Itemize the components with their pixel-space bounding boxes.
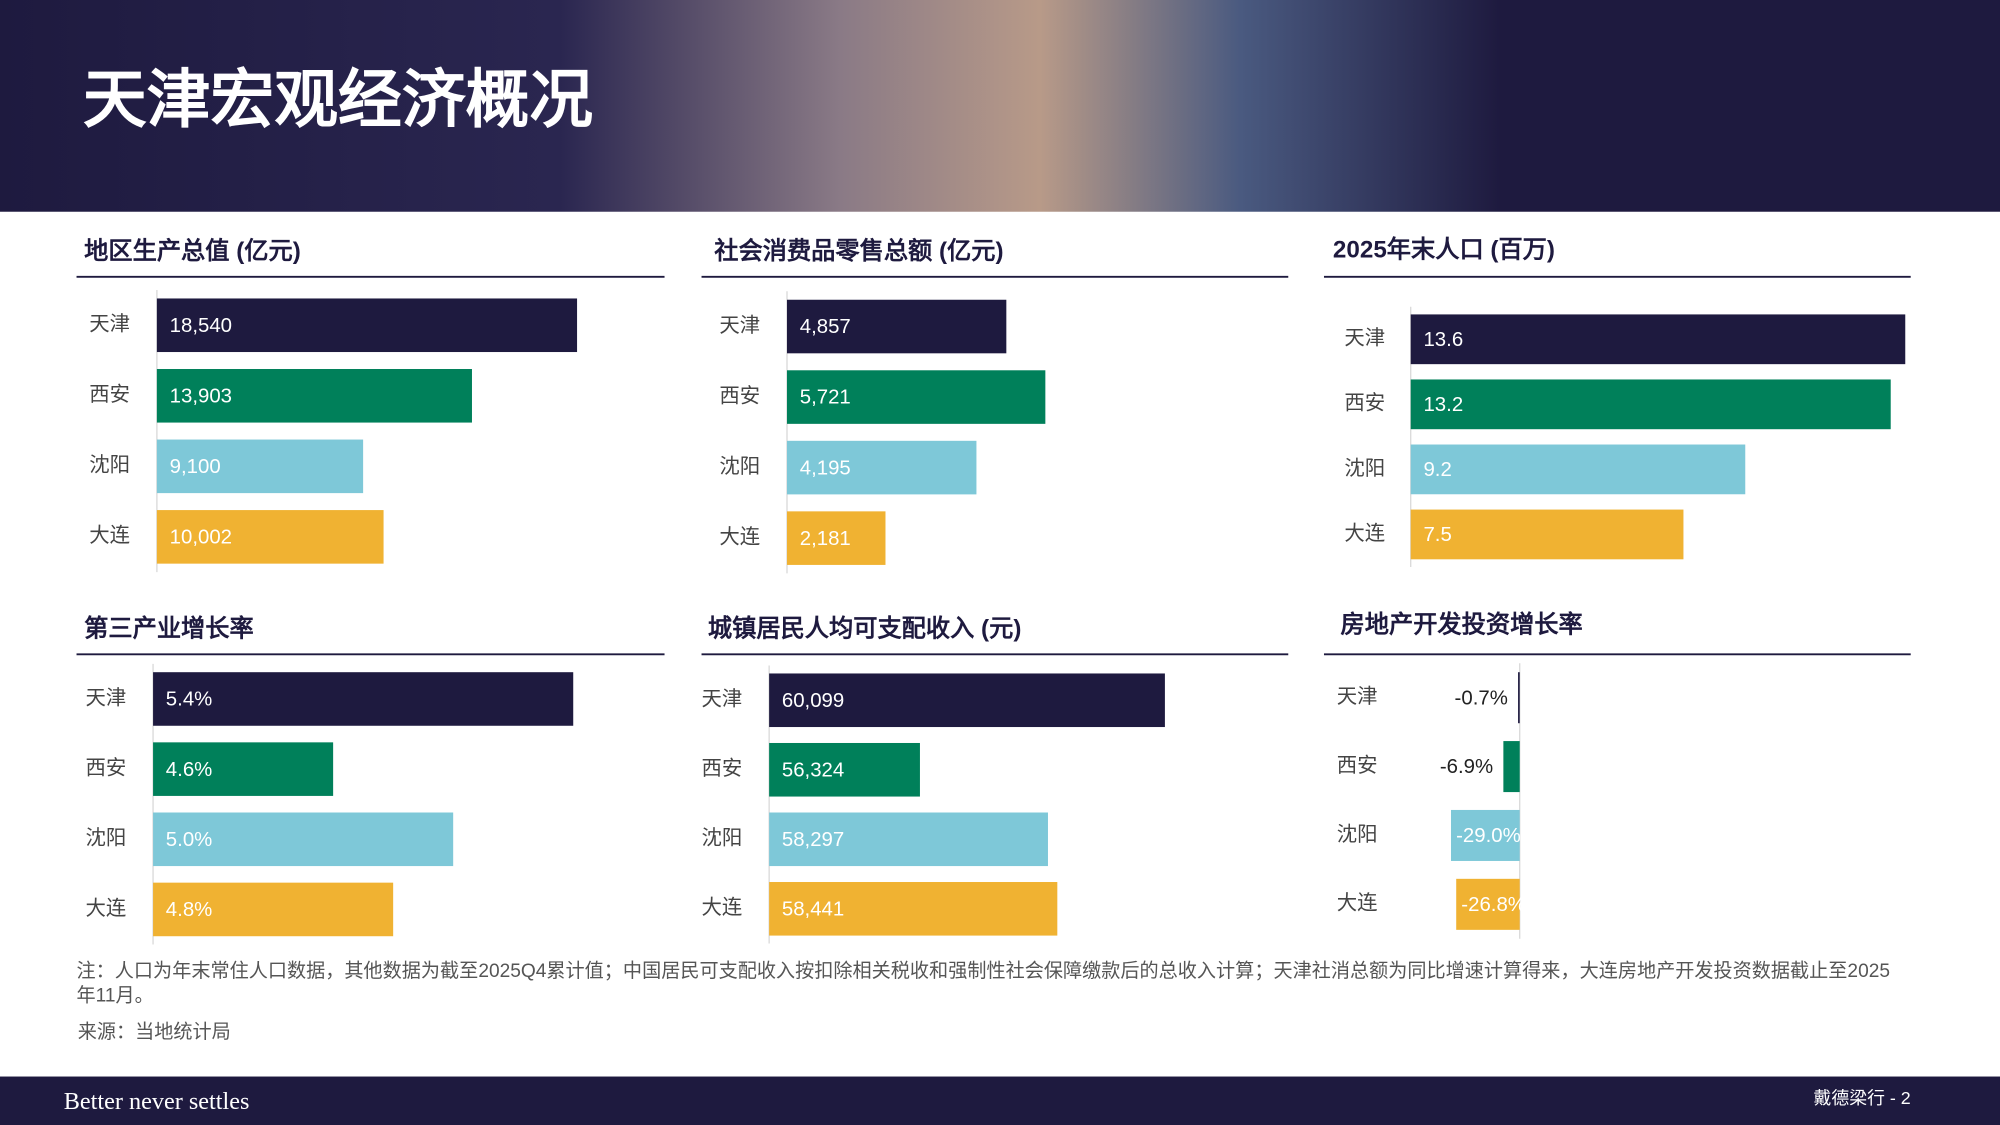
value-label: 2,181 xyxy=(800,528,851,550)
value-label: -29.0% xyxy=(1456,825,1521,847)
chart-title: 地区生产总值 (亿元) xyxy=(84,237,301,265)
category-label: 大连 xyxy=(1337,892,1378,915)
bar xyxy=(1410,379,1891,430)
bar xyxy=(1410,314,1906,365)
note-box: 注：人口为年末常住人口数据，其他数据为截至2025Q4累计值；中国居民可支配收入… xyxy=(76,960,1891,1007)
chart-title: 2025年末人口 (百万) xyxy=(1333,236,1555,264)
bar xyxy=(786,511,886,565)
value-label: -6.9% xyxy=(1440,756,1493,778)
value-label: 60,099 xyxy=(782,690,844,712)
bar xyxy=(156,369,472,423)
category-label: 西安 xyxy=(89,383,130,406)
category-label: 大连 xyxy=(719,526,760,549)
footer-band xyxy=(0,1076,2000,1125)
bar xyxy=(1456,878,1520,930)
chart-title: 城镇居民人均可支配收入 (元) xyxy=(708,615,1021,643)
bar xyxy=(786,299,1007,354)
bar xyxy=(769,742,920,797)
header-band xyxy=(0,0,2000,212)
chart-title: 第三产业增长率 xyxy=(84,615,254,643)
category-label: 沈阳 xyxy=(702,827,743,850)
category-label: 天津 xyxy=(702,688,743,711)
value-label: 5.4% xyxy=(166,689,212,711)
value-label: 4,857 xyxy=(800,316,851,338)
category-label: 天津 xyxy=(1344,327,1385,350)
note: 注：人口为年末常住人口数据，其他数据为截至2025Q4累计值；中国居民可支配收入… xyxy=(76,960,1891,1007)
source: 来源：当地统计局 xyxy=(78,1021,231,1043)
value-label: 56,324 xyxy=(782,759,844,781)
page-number: 戴德梁行 - 2 xyxy=(1814,1088,1911,1108)
bar xyxy=(156,298,578,353)
chart-title: 房地产开发投资增长率 xyxy=(1341,611,1583,639)
value-label: -26.8% xyxy=(1461,894,1526,916)
bar xyxy=(769,882,1058,936)
value-label: 18,540 xyxy=(170,315,232,337)
category-label: 沈阳 xyxy=(89,454,130,477)
value-label: 5,721 xyxy=(800,387,851,409)
category-label: 西安 xyxy=(1344,392,1385,415)
bar xyxy=(769,812,1048,867)
bar xyxy=(769,673,1165,728)
bar xyxy=(786,440,977,495)
bar xyxy=(1410,444,1746,495)
category-label: 西安 xyxy=(719,384,760,407)
bar xyxy=(153,742,334,796)
category-label: 沈阳 xyxy=(1337,823,1378,846)
value-label: 9,100 xyxy=(170,456,221,478)
value-label: 9.2 xyxy=(1423,459,1451,481)
category-label: 大连 xyxy=(85,897,126,920)
value-label: 58,441 xyxy=(782,898,844,920)
category-label: 天津 xyxy=(85,686,126,709)
bar xyxy=(153,882,394,937)
brand: Better never settles xyxy=(64,1088,250,1115)
value-label: 10,002 xyxy=(170,527,232,549)
bar xyxy=(1518,672,1520,724)
value-label: 4.6% xyxy=(166,759,212,781)
value-label: 4.8% xyxy=(166,899,212,921)
value-label: 58,297 xyxy=(782,829,844,851)
value-label: 4,195 xyxy=(800,457,851,479)
bar xyxy=(1410,509,1684,560)
category-label: 沈阳 xyxy=(85,827,126,850)
chart-title: 社会消费品零售总额 (亿元) xyxy=(714,237,1003,265)
category-label: 大连 xyxy=(89,524,130,547)
category-label: 西安 xyxy=(85,757,126,780)
value-label: 13.6 xyxy=(1423,329,1463,351)
value-label: 7.5 xyxy=(1423,524,1451,546)
category-label: 大连 xyxy=(702,896,743,919)
value-label: -0.7% xyxy=(1455,687,1508,709)
category-label: 天津 xyxy=(89,313,130,336)
category-label: 大连 xyxy=(1344,522,1385,545)
value-label: 13.2 xyxy=(1423,394,1463,416)
bar xyxy=(1450,809,1520,861)
category-label: 西安 xyxy=(702,757,743,780)
bar xyxy=(153,672,574,726)
page-title: 天津宏观经济概况 xyxy=(83,63,593,135)
bar xyxy=(156,510,384,564)
category-label: 西安 xyxy=(1337,754,1378,777)
category-label: 沈阳 xyxy=(719,455,760,478)
bar xyxy=(156,439,364,494)
value-label: 5.0% xyxy=(166,829,212,851)
bar xyxy=(786,370,1046,424)
category-label: 沈阳 xyxy=(1344,457,1385,480)
category-label: 天津 xyxy=(719,314,760,337)
category-label: 天津 xyxy=(1337,685,1378,708)
value-label: 13,903 xyxy=(170,385,232,407)
bar xyxy=(153,812,454,867)
bar xyxy=(1503,741,1520,793)
